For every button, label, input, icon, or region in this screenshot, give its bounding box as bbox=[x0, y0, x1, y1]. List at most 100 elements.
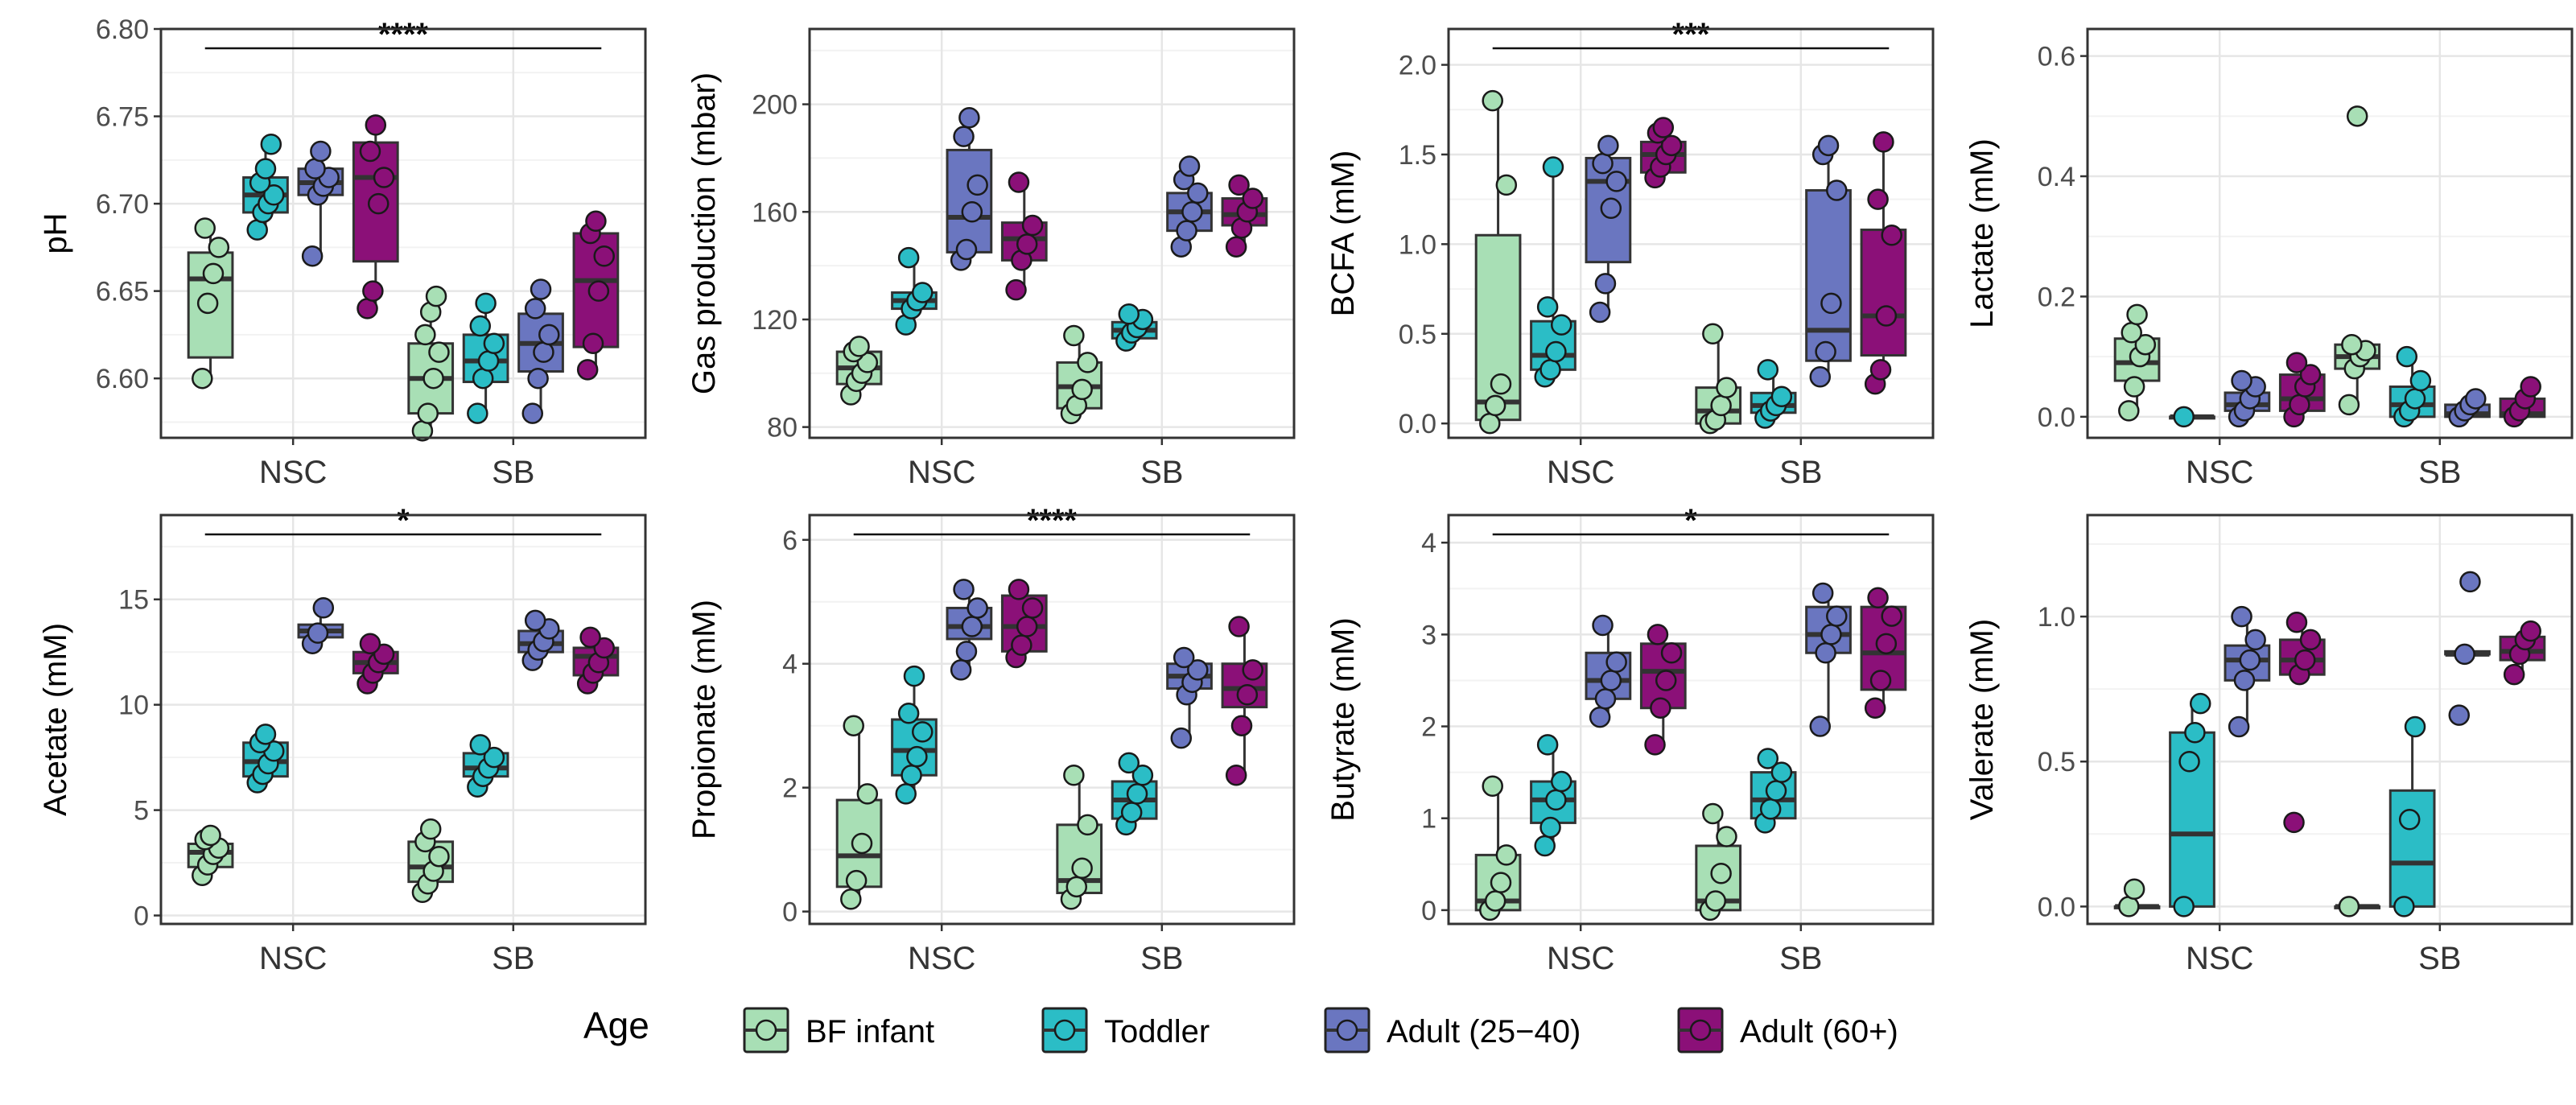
legend-key-point bbox=[755, 1019, 777, 1041]
data-point bbox=[1867, 587, 1889, 608]
data-point bbox=[1077, 352, 1098, 373]
data-point bbox=[911, 282, 934, 303]
data-point bbox=[1875, 305, 1898, 327]
panel-border bbox=[2086, 513, 2574, 926]
y-axis-label: pH bbox=[38, 212, 73, 254]
box-nsc-group-2 bbox=[2224, 605, 2271, 738]
data-point bbox=[428, 845, 450, 868]
box-body bbox=[2388, 789, 2436, 908]
data-point bbox=[2346, 105, 2368, 127]
data-point bbox=[1181, 201, 1203, 223]
data-point bbox=[2520, 376, 2541, 398]
data-point bbox=[961, 616, 983, 637]
x-tick-label: SB bbox=[492, 455, 534, 490]
data-point bbox=[1170, 727, 1193, 749]
significance-label: * bbox=[397, 503, 410, 538]
x-tick-label: SB bbox=[2418, 941, 2461, 976]
data-point bbox=[1826, 179, 1848, 201]
data-point bbox=[2118, 896, 2140, 917]
data-point bbox=[1021, 214, 1044, 237]
data-point bbox=[1118, 303, 1140, 325]
panel-background bbox=[810, 29, 1294, 438]
box-sb-group-2 bbox=[1805, 134, 1852, 388]
data-point bbox=[2173, 406, 2195, 428]
data-point bbox=[530, 278, 552, 300]
data-point bbox=[906, 745, 928, 768]
data-point bbox=[1655, 670, 1677, 691]
data-point bbox=[417, 402, 439, 424]
data-point bbox=[1869, 359, 1892, 381]
y-tick-label: 15 bbox=[118, 585, 149, 616]
data-point bbox=[1650, 697, 1671, 719]
data-point bbox=[194, 217, 216, 239]
data-point bbox=[2459, 571, 2481, 593]
data-point bbox=[1826, 605, 1848, 627]
data-point bbox=[1881, 224, 1902, 246]
data-point bbox=[422, 367, 444, 390]
panel-6: 0 1 2 3 4 NSC SB * Butyrate (mM) bbox=[1325, 503, 1935, 976]
data-point bbox=[1242, 188, 1263, 209]
box-sb-group-3 bbox=[1221, 174, 1268, 258]
data-point bbox=[2404, 715, 2426, 738]
box-nsc-group-0 bbox=[2113, 878, 2161, 917]
box-sb-group-1 bbox=[462, 292, 509, 424]
x-tick-label: NSC bbox=[2186, 941, 2253, 976]
significance-label: **** bbox=[1027, 503, 1078, 538]
data-point bbox=[851, 832, 873, 855]
data-point bbox=[1490, 872, 1512, 893]
data-point bbox=[1187, 659, 1209, 681]
x-tick-label: NSC bbox=[908, 941, 975, 976]
data-point bbox=[1820, 292, 1842, 315]
data-point bbox=[1864, 697, 1886, 719]
data-point bbox=[2123, 376, 2145, 398]
data-point bbox=[2285, 612, 2308, 633]
panel-background bbox=[161, 29, 645, 438]
box-sb-group-0 bbox=[1056, 765, 1103, 910]
data-point bbox=[301, 245, 324, 267]
x-tick-label: SB bbox=[1140, 455, 1183, 490]
data-point bbox=[897, 703, 920, 724]
data-point bbox=[1077, 814, 1098, 836]
data-point bbox=[1817, 134, 1840, 157]
data-point bbox=[967, 597, 988, 619]
box-nsc-group-3 bbox=[352, 633, 399, 695]
y-tick-label: 2 bbox=[782, 773, 798, 804]
data-point bbox=[254, 724, 277, 745]
significance-label: **** bbox=[378, 17, 429, 52]
x-tick-label: NSC bbox=[1547, 941, 1614, 976]
x-tick-label: SB bbox=[1779, 941, 1822, 976]
data-point bbox=[2283, 811, 2305, 834]
data-point bbox=[1660, 134, 1683, 157]
y-axis-label: Lactate (mM) bbox=[1964, 138, 2000, 328]
data-point bbox=[1016, 616, 1038, 637]
x-tick-label: NSC bbox=[259, 455, 327, 490]
data-point bbox=[1815, 641, 1836, 664]
data-point bbox=[2173, 896, 2195, 917]
y-tick-label: 0.0 bbox=[2038, 402, 2075, 433]
data-point bbox=[585, 210, 607, 233]
data-point bbox=[2233, 670, 2256, 691]
significance-label: * bbox=[1684, 503, 1697, 538]
x-tick-label: NSC bbox=[908, 455, 975, 490]
data-point bbox=[901, 765, 922, 786]
data-point bbox=[2299, 364, 2322, 386]
data-point bbox=[1065, 876, 1088, 898]
legend-item-2: Adult (25−40) bbox=[1324, 1007, 1581, 1053]
panel-border bbox=[808, 513, 1296, 926]
data-point bbox=[414, 324, 436, 346]
box-nsc-group-3 bbox=[1639, 624, 1687, 756]
data-point bbox=[1539, 359, 1561, 381]
panel-border bbox=[2086, 27, 2574, 439]
y-tick-label: 6.75 bbox=[96, 102, 149, 133]
data-point bbox=[538, 324, 560, 346]
data-point bbox=[895, 783, 917, 805]
data-point bbox=[307, 622, 329, 644]
data-point bbox=[1173, 646, 1195, 669]
data-point bbox=[359, 633, 381, 654]
data-point bbox=[1589, 301, 1611, 324]
data-point bbox=[254, 158, 277, 179]
box-nsc-group-0 bbox=[1474, 89, 1522, 435]
y-tick-label: 6 bbox=[782, 526, 798, 556]
data-point bbox=[1008, 579, 1030, 600]
data-point bbox=[359, 140, 381, 163]
